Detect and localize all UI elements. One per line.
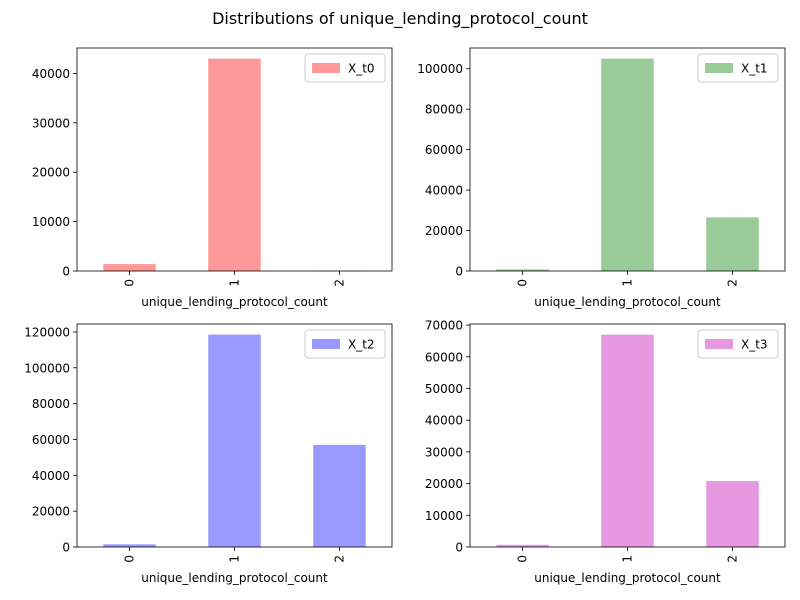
x-tick-label: 0 [516, 555, 530, 563]
bar [601, 58, 654, 271]
y-tick-label: 0 [62, 265, 70, 279]
legend-box [304, 329, 386, 359]
x-tick-label: 2 [333, 555, 347, 563]
y-tick-label: 30000 [425, 445, 463, 459]
bar [601, 334, 654, 547]
x-axis-label: unique_lending_protocol_count [141, 295, 328, 309]
subplot-3: 0 10000 20000 30000 40000 50000 60000 70000 0 1 2u… [425, 319, 786, 585]
y-tick-label: 40000 [425, 184, 463, 198]
x-tick-label: 2 [726, 279, 740, 287]
y-tick-label: 20000 [425, 224, 463, 238]
subplot-0: 0 10000 20000 30000 40000 0 1 2 unique_lending_p… [32, 47, 393, 309]
legend-swatch [312, 339, 340, 349]
legend-label: X_t2 [348, 338, 375, 352]
legend-label: X_t1 [741, 62, 768, 76]
y-tick-label: 70000 [425, 319, 463, 333]
x-tick-label: 1 [228, 555, 242, 563]
y-tick-label: 10000 [32, 215, 70, 229]
bar [706, 481, 759, 547]
x-tick-label: 2 [333, 279, 347, 287]
y-tick-label: 120000 [24, 325, 70, 339]
y-tick-label: 20000 [32, 166, 70, 180]
legend-swatch [705, 63, 733, 73]
y-tick-label: 30000 [32, 116, 70, 130]
x-tick-label: 0 [123, 279, 137, 287]
subplot-1: 0 20000 40000 60000 80000 100000 0 1 2 unique_len… [417, 47, 786, 309]
x-tick-label: 1 [228, 279, 242, 287]
y-tick-label: 80000 [32, 397, 70, 411]
y-tick-label: 40000 [32, 469, 70, 483]
y-tick-label: 0 [455, 541, 463, 555]
y-tick-label: 20000 [32, 505, 70, 519]
bar [496, 544, 549, 547]
legend-box [697, 53, 779, 83]
y-tick-label: 100000 [417, 62, 463, 76]
bar [496, 269, 549, 271]
x-axis-label: unique_lending_protocol_count [534, 571, 721, 585]
legend-swatch [312, 63, 340, 73]
y-tick-label: 10000 [425, 509, 463, 523]
y-tick-label: 100000 [24, 361, 70, 375]
y-tick-label: 50000 [425, 382, 463, 396]
bar [103, 544, 156, 547]
x-axis-label: unique_lending_protocol_count [141, 571, 328, 585]
bar [103, 264, 156, 271]
y-tick-label: 40000 [425, 414, 463, 428]
bar [706, 217, 759, 271]
y-tick-label: 40000 [32, 67, 70, 81]
subplot-2: 0 20000 40000 60000 80000 100000 120000 0 1 2 uniq… [24, 323, 393, 585]
y-tick-label: 60000 [425, 143, 463, 157]
x-tick-label: 1 [621, 555, 635, 563]
x-tick-label: 2 [726, 555, 740, 563]
legend-box [697, 329, 779, 359]
legend-label: X_t0 [348, 62, 375, 76]
y-tick-label: 60000 [32, 433, 70, 447]
bar [313, 444, 366, 547]
bar [208, 58, 261, 271]
y-tick-label: 80000 [425, 103, 463, 117]
figure-title: Distributions of unique_lending_protocol… [212, 9, 588, 28]
y-tick-label: 0 [455, 265, 463, 279]
legend-label: X_t3 [741, 338, 768, 352]
legend-swatch [705, 339, 733, 349]
x-axis-label: unique_lending_protocol_count [534, 295, 721, 309]
legend-box [304, 53, 386, 83]
x-tick-label: 0 [123, 555, 137, 563]
x-tick-label: 1 [621, 279, 635, 287]
y-tick-label: 0 [62, 541, 70, 555]
y-tick-label: 60000 [425, 350, 463, 364]
bar [208, 334, 261, 547]
x-tick-label: 0 [516, 279, 530, 287]
y-tick-label: 20000 [425, 477, 463, 491]
